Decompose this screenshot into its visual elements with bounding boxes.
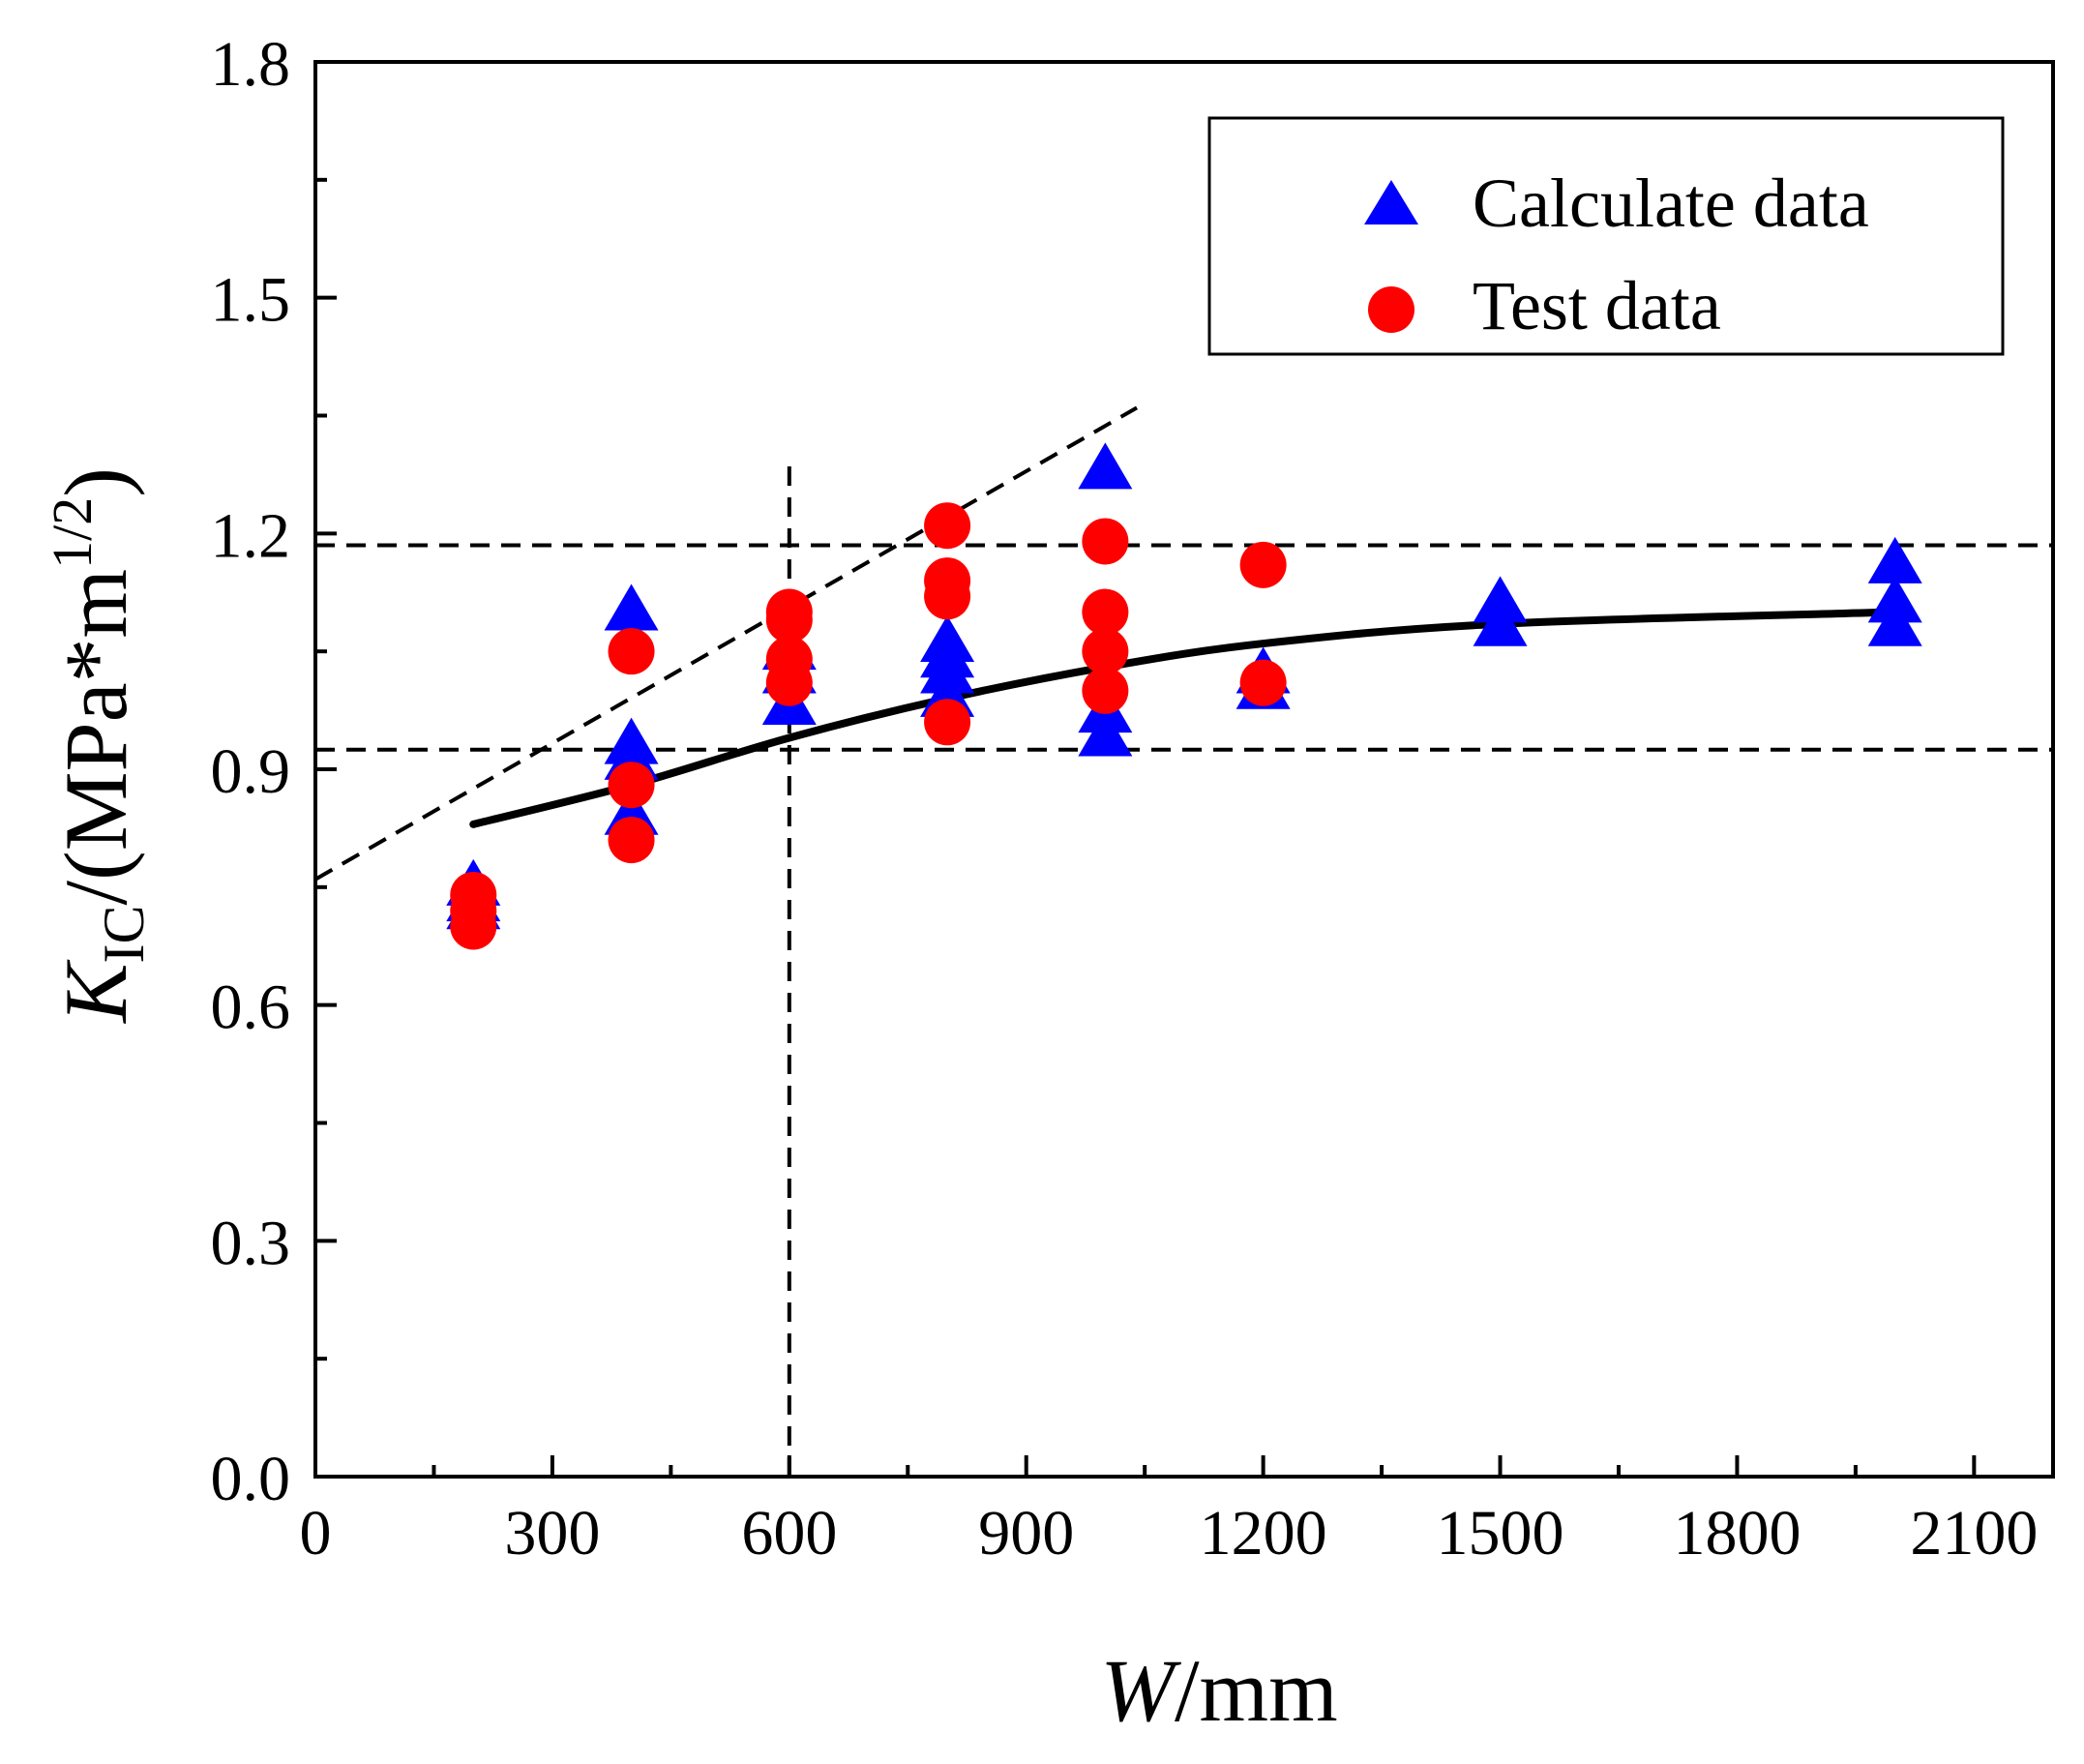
calculate-data-point xyxy=(1867,599,1922,646)
calculate-data-point xyxy=(920,646,975,694)
x-tick-label: 1800 xyxy=(1673,1498,1801,1569)
test-data-point xyxy=(1082,588,1129,636)
y-tick-label: 0.0 xyxy=(211,1444,291,1514)
legend-label-test: Test data xyxy=(1473,267,1721,344)
y-tick-label: 0.6 xyxy=(211,972,291,1043)
x-tick-label: 2100 xyxy=(1910,1498,2038,1569)
y-tick-label: 1.2 xyxy=(211,500,291,571)
test-data-point xyxy=(924,699,971,746)
test-data-point xyxy=(765,659,813,706)
y-axis-label-sub: IC xyxy=(92,905,156,963)
x-axis-ticks: 0 300 600 900 1200 1500 1800 2100 xyxy=(300,1455,2038,1569)
y-axis-label-italic: K xyxy=(46,959,145,1025)
calculate-data-point xyxy=(1078,709,1133,757)
y-axis-ticks: 0.0 0.3 0.6 0.9 1.2 1.5 1.8 xyxy=(211,29,337,1514)
y-tick-label: 1.8 xyxy=(211,29,291,100)
test-data-point xyxy=(1239,541,1287,588)
test-data-point xyxy=(608,628,655,675)
test-data-point xyxy=(924,502,971,550)
fit-curve xyxy=(469,608,1899,828)
test-data-point xyxy=(1239,659,1287,706)
legend-box xyxy=(1207,116,2005,356)
y-axis-label-close: ) xyxy=(46,467,145,497)
x-axis-label-unit: /mm xyxy=(1175,1641,1338,1740)
reference-lines xyxy=(314,405,2053,1477)
calculate-data-point xyxy=(1867,576,1922,623)
x-tick-label: 1200 xyxy=(1200,1498,1327,1569)
legend-marker-test xyxy=(1368,286,1414,333)
reference-line-trend xyxy=(314,405,1139,882)
test-data-point xyxy=(608,762,655,809)
test-data-point xyxy=(450,903,497,950)
calculate-data-point xyxy=(604,583,659,631)
test-data-point xyxy=(1082,518,1129,565)
x-tick-label: 600 xyxy=(741,1498,837,1569)
calculate-data-point xyxy=(1867,536,1922,583)
data-points xyxy=(446,442,1922,950)
fit-curve-group xyxy=(469,608,1899,828)
test-data-point xyxy=(924,573,971,620)
x-axis-label-italic: W xyxy=(1100,1641,1181,1740)
test-data-point xyxy=(608,817,655,864)
x-axis-label: W/mm xyxy=(1100,1641,1337,1740)
y-tick-label: 1.5 xyxy=(211,265,291,336)
y-tick-label: 0.3 xyxy=(211,1208,291,1278)
calculate-data-point xyxy=(1473,576,1528,623)
legend-marker-calculate xyxy=(1364,180,1418,224)
test-data-point xyxy=(1082,667,1129,714)
test-data-point xyxy=(1082,628,1129,675)
legend: Calculate data Test data xyxy=(1207,116,2005,356)
test-data-point xyxy=(765,596,813,643)
x-tick-label: 300 xyxy=(504,1498,600,1569)
y-axis-label-sup: 1/2 xyxy=(41,497,104,569)
calculate-data-point xyxy=(1078,442,1133,490)
x-tick-label: 900 xyxy=(978,1498,1074,1569)
y-tick-label: 0.9 xyxy=(211,736,291,807)
x-tick-label: 1500 xyxy=(1437,1498,1564,1569)
y-axis-label: KIC/(MPa*m1/2) xyxy=(41,467,156,1025)
calculate-data-point xyxy=(1473,599,1528,646)
legend-label-calculate: Calculate data xyxy=(1473,164,1869,242)
x-tick-label: 0 xyxy=(300,1498,332,1569)
y-axis-label-body: /(MPa*m xyxy=(46,569,145,906)
